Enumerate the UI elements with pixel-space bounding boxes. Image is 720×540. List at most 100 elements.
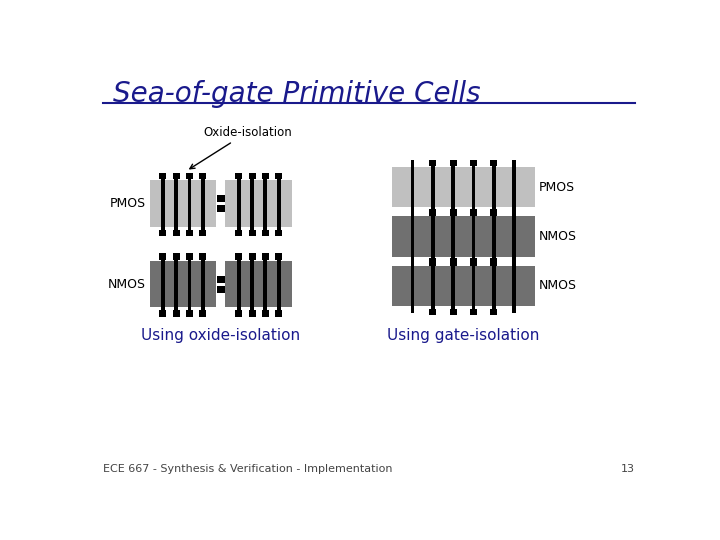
- Bar: [262, 173, 269, 179]
- Bar: [186, 173, 193, 179]
- Bar: [470, 258, 477, 264]
- Bar: [492, 210, 496, 264]
- Bar: [250, 173, 254, 233]
- Bar: [410, 259, 415, 313]
- Bar: [199, 230, 207, 236]
- Bar: [225, 180, 292, 226]
- Bar: [451, 210, 455, 264]
- Bar: [217, 286, 225, 293]
- Bar: [450, 159, 456, 166]
- Bar: [217, 195, 225, 202]
- Bar: [429, 309, 436, 315]
- Bar: [225, 261, 292, 307]
- Bar: [410, 160, 415, 214]
- Bar: [188, 173, 192, 233]
- Bar: [450, 258, 456, 264]
- Bar: [275, 230, 282, 236]
- Bar: [451, 259, 455, 313]
- Bar: [217, 205, 225, 212]
- Bar: [235, 230, 242, 236]
- Bar: [410, 210, 415, 264]
- Bar: [173, 310, 180, 316]
- Bar: [188, 254, 192, 314]
- Bar: [470, 309, 477, 315]
- Bar: [150, 180, 216, 226]
- Bar: [173, 230, 180, 236]
- Text: Using gate-isolation: Using gate-isolation: [387, 328, 539, 343]
- Bar: [217, 276, 225, 283]
- Bar: [174, 173, 178, 233]
- Text: Oxide-isolation: Oxide-isolation: [190, 126, 292, 168]
- Bar: [159, 310, 166, 316]
- Bar: [490, 209, 498, 215]
- Bar: [275, 253, 282, 260]
- Bar: [159, 230, 166, 236]
- Bar: [429, 260, 436, 266]
- Bar: [199, 173, 207, 179]
- Bar: [470, 159, 477, 166]
- Bar: [161, 173, 165, 233]
- Bar: [490, 258, 498, 264]
- Bar: [490, 309, 498, 315]
- Bar: [262, 310, 269, 316]
- Bar: [159, 253, 166, 260]
- Bar: [451, 160, 455, 214]
- Bar: [429, 210, 436, 217]
- Bar: [512, 160, 516, 214]
- Bar: [472, 259, 475, 313]
- Bar: [201, 173, 204, 233]
- Bar: [429, 159, 436, 166]
- Text: Sea-of-gate Primitive Cells: Sea-of-gate Primitive Cells: [113, 80, 481, 108]
- Bar: [470, 260, 477, 266]
- Bar: [429, 258, 436, 264]
- Bar: [492, 160, 496, 214]
- Bar: [237, 254, 240, 314]
- Bar: [275, 173, 282, 179]
- Bar: [248, 230, 256, 236]
- Bar: [490, 260, 498, 266]
- Bar: [431, 210, 435, 264]
- Bar: [150, 261, 216, 307]
- Bar: [174, 254, 178, 314]
- Bar: [248, 310, 256, 316]
- Bar: [470, 209, 477, 215]
- Bar: [276, 254, 281, 314]
- Bar: [392, 167, 534, 207]
- Bar: [159, 173, 166, 179]
- Bar: [186, 230, 193, 236]
- Bar: [492, 259, 496, 313]
- Bar: [431, 259, 435, 313]
- Bar: [275, 310, 282, 316]
- Bar: [235, 173, 242, 179]
- Bar: [173, 173, 180, 179]
- Bar: [250, 254, 254, 314]
- Bar: [512, 259, 516, 313]
- Bar: [201, 254, 204, 314]
- Bar: [248, 173, 256, 179]
- Bar: [173, 253, 180, 260]
- Bar: [490, 159, 498, 166]
- Text: PMOS: PMOS: [539, 181, 575, 194]
- Bar: [450, 210, 456, 217]
- Bar: [186, 253, 193, 260]
- Bar: [472, 210, 475, 264]
- Bar: [264, 254, 267, 314]
- Bar: [276, 173, 281, 233]
- Bar: [450, 260, 456, 266]
- Bar: [199, 310, 207, 316]
- Text: NMOS: NMOS: [539, 279, 577, 292]
- Bar: [235, 310, 242, 316]
- Bar: [199, 253, 207, 260]
- Text: PMOS: PMOS: [109, 197, 145, 210]
- Text: 13: 13: [621, 464, 634, 475]
- Bar: [237, 173, 240, 233]
- Bar: [450, 309, 456, 315]
- Text: Using oxide-isolation: Using oxide-isolation: [141, 328, 300, 343]
- Bar: [264, 173, 267, 233]
- Bar: [431, 160, 435, 214]
- Text: ECE 667 - Synthesis & Verification - Implementation: ECE 667 - Synthesis & Verification - Imp…: [104, 464, 393, 475]
- Text: NMOS: NMOS: [108, 278, 145, 291]
- Bar: [161, 254, 165, 314]
- Bar: [429, 209, 436, 215]
- Bar: [262, 253, 269, 260]
